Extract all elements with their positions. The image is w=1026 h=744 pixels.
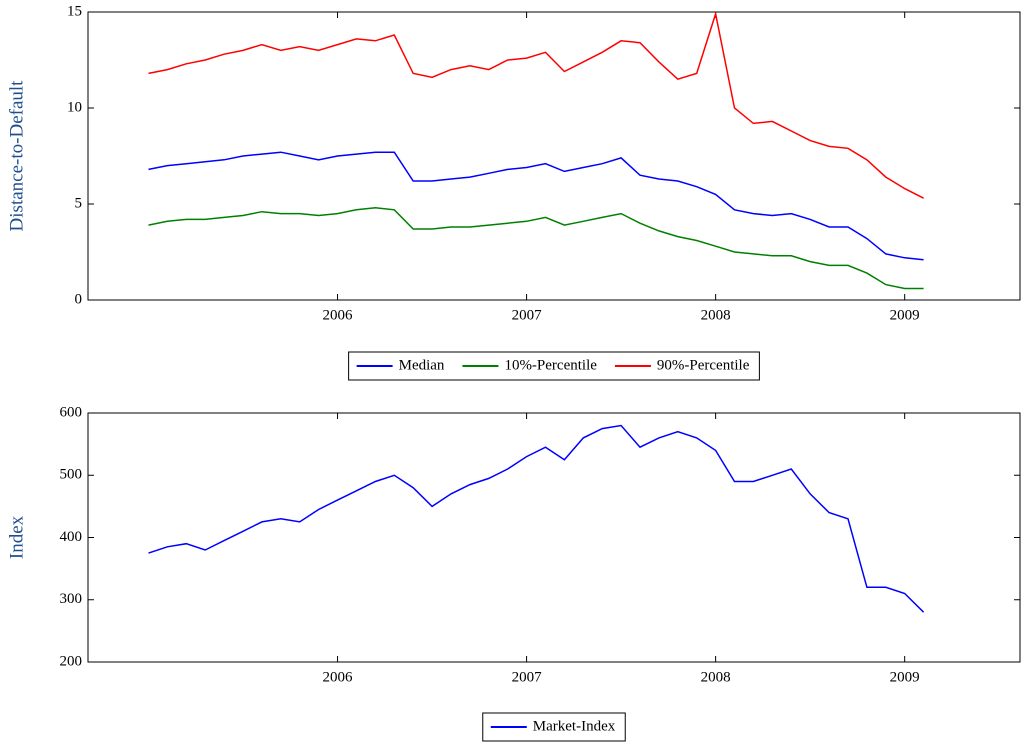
y-tick-label: 200 — [60, 653, 83, 669]
x-tick-label: 2009 — [890, 307, 920, 323]
data-line — [148, 424, 925, 613]
x-tick-label: 2008 — [701, 307, 731, 323]
y-tick-label: 15 — [67, 3, 82, 19]
y-tick-label: 500 — [60, 467, 83, 483]
y-tick-label: 5 — [75, 195, 83, 211]
y-axis-label: Index — [6, 515, 27, 559]
plot-frame — [87, 412, 1021, 663]
x-tick-label: 2006 — [323, 307, 354, 323]
y-tick-label: 300 — [60, 591, 83, 607]
legend: Market-Index — [482, 712, 626, 742]
legend-label: Market-Index — [533, 718, 616, 734]
y-tick-label: 0 — [75, 291, 83, 307]
legend-box — [348, 351, 760, 381]
x-tick-label: 2009 — [890, 669, 920, 685]
data-line — [148, 151, 924, 261]
data-line — [148, 207, 924, 290]
data-line — [148, 10, 924, 199]
legend-label: 90%-Percentile — [657, 357, 750, 373]
x-tick-label: 2007 — [512, 307, 543, 323]
x-tick-label: 2008 — [701, 669, 731, 685]
y-tick-label: 10 — [67, 99, 82, 115]
plot-frame — [87, 11, 1021, 301]
x-tick-label: 2006 — [323, 669, 354, 685]
legend: Median 10%-Percentile 90%-Percentile — [348, 351, 760, 381]
y-axis-label: Distance-to-Default — [6, 80, 27, 232]
legend-label: Median — [399, 357, 445, 373]
y-tick-label: 600 — [60, 404, 83, 420]
legend-label: 10%-Percentile — [504, 357, 597, 373]
x-tick-label: 2007 — [512, 669, 543, 685]
y-tick-label: 400 — [60, 529, 83, 545]
